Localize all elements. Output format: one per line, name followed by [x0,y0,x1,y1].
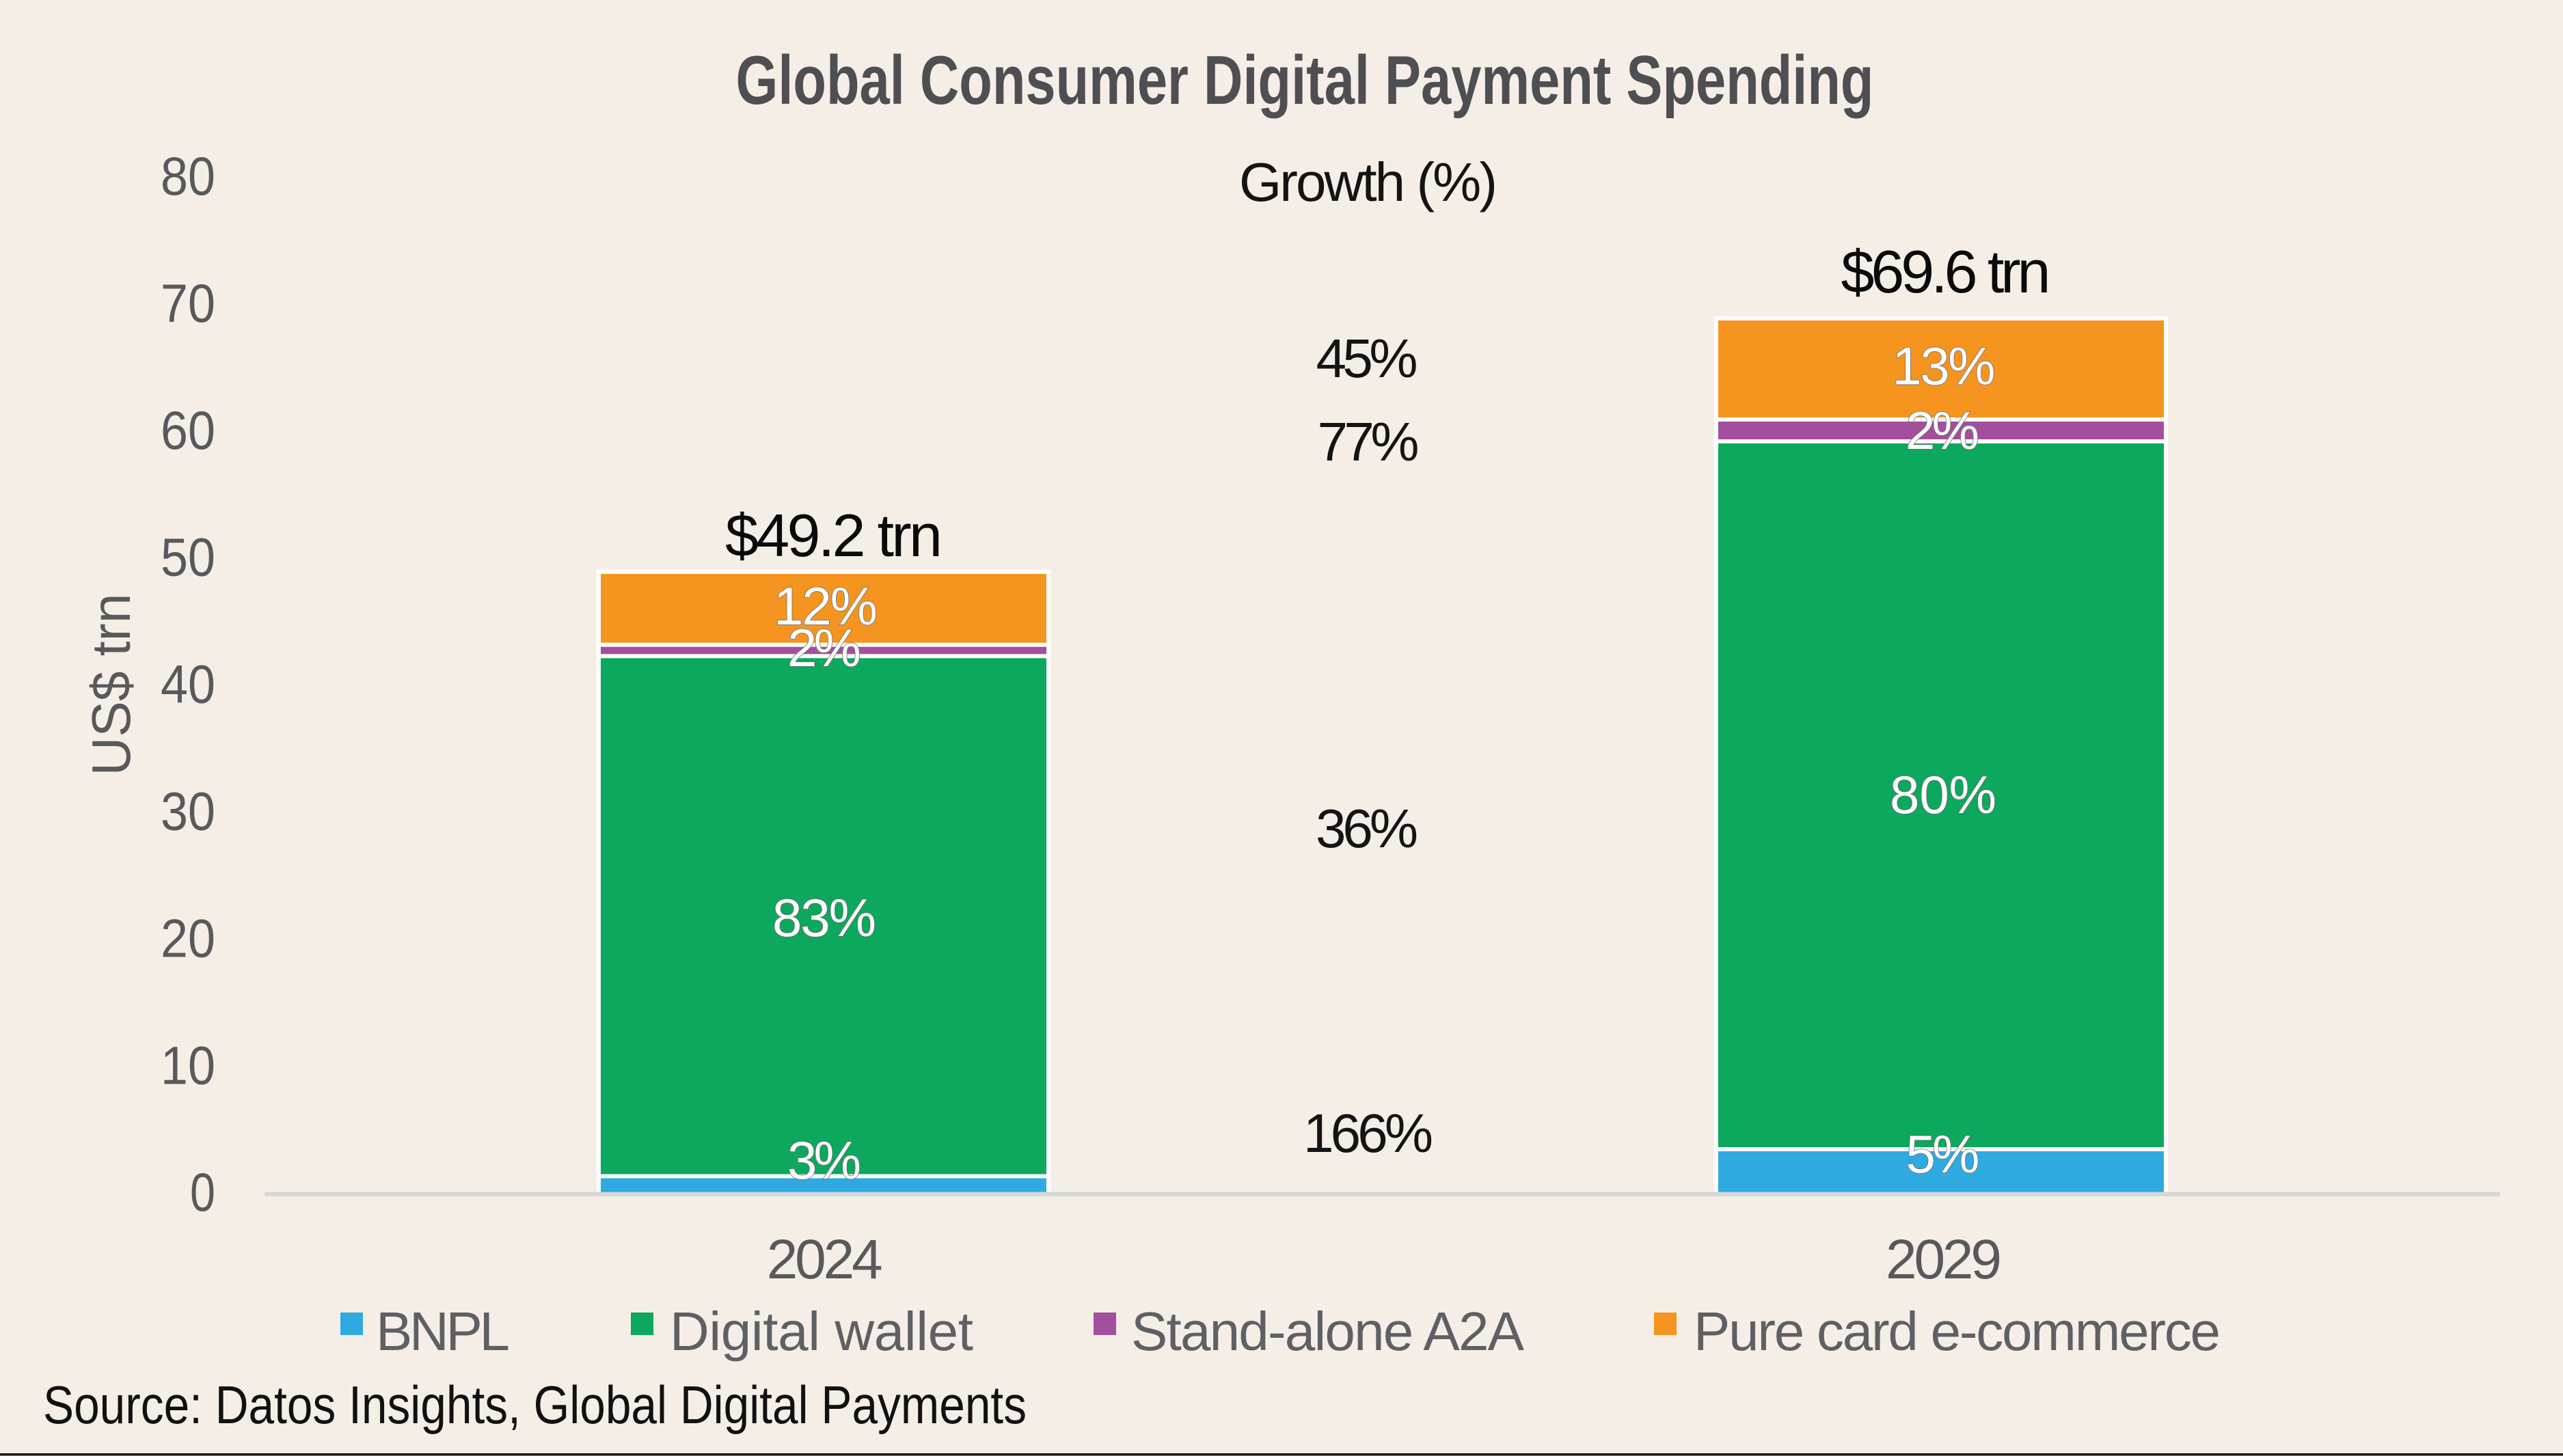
svg-text:US$ trn: US$ trn [81,594,141,776]
svg-text:83%: 83% [772,888,876,948]
svg-text:$69.6 trn: $69.6 trn [1841,238,2051,305]
svg-text:2%: 2% [787,618,861,678]
svg-text:77%: 77% [1318,411,1420,472]
svg-text:30: 30 [161,781,215,842]
svg-text:2%: 2% [1906,400,1979,461]
svg-text:2029: 2029 [1886,1228,2002,1291]
svg-text:80%: 80% [1890,765,1996,825]
svg-text:$49.2 trn: $49.2 trn [725,502,943,569]
svg-text:Digital wallet: Digital wallet [670,1301,973,1362]
svg-text:70: 70 [161,273,215,333]
svg-text:Source: Datos Insights, Global: Source: Datos Insights, Global Digital P… [43,1375,1027,1435]
svg-text:60: 60 [161,400,215,461]
svg-text:13%: 13% [1893,336,1996,396]
svg-text:80: 80 [161,146,215,206]
svg-text:10: 10 [161,1034,215,1095]
svg-text:Pure card e-commerce: Pure card e-commerce [1694,1301,2221,1362]
svg-text:5%: 5% [1906,1124,1980,1184]
svg-text:Stand-alone A2A: Stand-alone A2A [1131,1301,1525,1362]
svg-text:36%: 36% [1316,798,1418,859]
svg-text:3%: 3% [787,1130,861,1190]
svg-text:40: 40 [161,654,215,715]
svg-text:Global Consumer Digital Paymen: Global Consumer Digital Payment Spending [736,42,1874,119]
svg-text:50: 50 [161,527,215,588]
svg-text:0: 0 [190,1162,215,1222]
svg-text:45%: 45% [1316,328,1418,389]
svg-text:2024: 2024 [767,1228,883,1291]
svg-text:BNPL: BNPL [376,1301,510,1362]
svg-text:20: 20 [161,907,215,968]
svg-text:166%: 166% [1303,1103,1433,1164]
svg-text:12%: 12% [774,576,878,636]
svg-text:Growth (%): Growth (%) [1239,152,1497,212]
